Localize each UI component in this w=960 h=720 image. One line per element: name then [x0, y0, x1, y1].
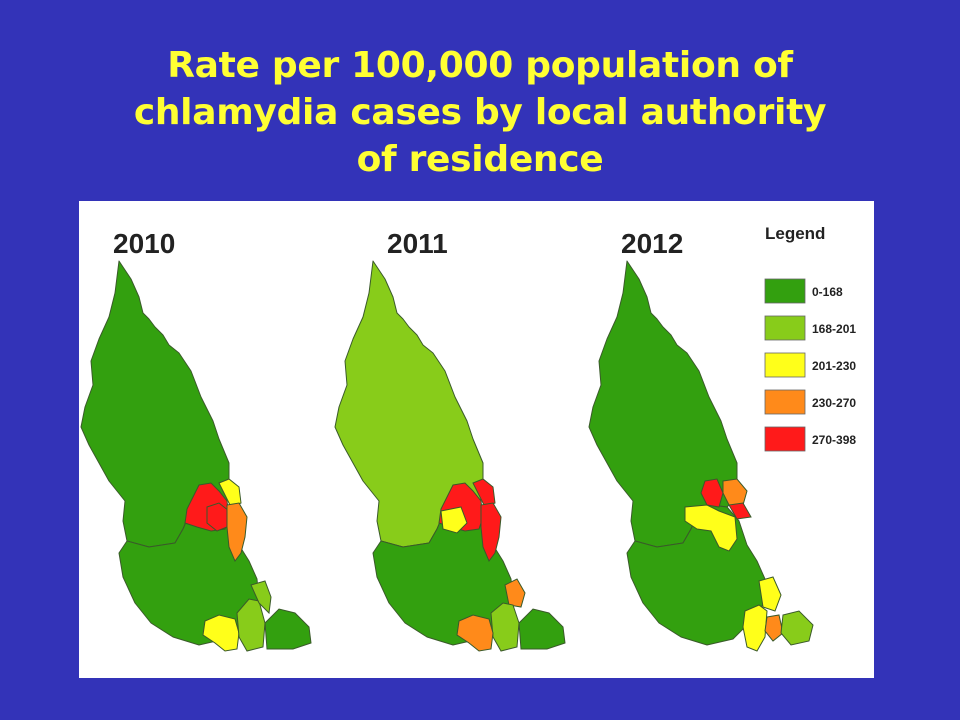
legend-swatch [764, 315, 806, 341]
region-central-b [722, 478, 748, 506]
region-south-east-c [250, 580, 272, 615]
region-south-east-d [780, 610, 814, 646]
region-south-east-d [518, 608, 566, 650]
region-central-d [226, 502, 248, 562]
legend-label: 201-230 [812, 359, 856, 373]
region-south-east-a [504, 578, 526, 608]
region-central-d [480, 502, 502, 562]
region-central-a [700, 478, 724, 508]
legend-label: 230-270 [812, 396, 856, 410]
legend-label: 270-398 [812, 433, 856, 447]
title-line-1: Rate per 100,000 population of [167, 45, 793, 86]
legend-swatch [764, 278, 806, 304]
legend-swatch [764, 389, 806, 415]
region-south-east-b [236, 598, 266, 652]
legend-label: 0-168 [812, 285, 843, 299]
map-year-label: 2010 [113, 228, 175, 259]
region-central-d [728, 502, 752, 520]
maps-panel: 2010 2011 2012 [79, 201, 874, 678]
map-year-label: 2012 [621, 228, 683, 259]
title-line-2: chlamydia cases by local authority [133, 92, 827, 133]
region-south-east-c [456, 614, 494, 652]
region-central-b [218, 478, 242, 508]
map-year-label: 2011 [387, 228, 448, 259]
legend-title: Legend [765, 224, 825, 243]
map-2012: 2012 [588, 228, 814, 652]
region-central-c [440, 506, 468, 534]
region-central-c [684, 504, 738, 552]
legend-swatch [764, 426, 806, 452]
map-2011: 2011 [334, 228, 566, 652]
maps-svg: 2010 2011 2012 [80, 224, 856, 652]
region-south-east-a [202, 614, 240, 652]
legend-swatch [764, 352, 806, 378]
legend-label: 168-201 [812, 322, 856, 336]
region-central-b [472, 478, 496, 508]
region-south-east-b [742, 604, 768, 652]
region-south-east-c [764, 614, 784, 642]
region-south-east-d [264, 608, 312, 650]
map-2010: 2010 [80, 228, 312, 652]
region-south-east-a [758, 576, 782, 612]
slide-title: Rate per 100,000 population of chlamydia… [0, 42, 960, 183]
legend: Legend 0-168 168-201 201-230 230-270 270-398 [764, 224, 856, 452]
region-south-east-b [490, 602, 520, 652]
title-line-3: of residence [356, 139, 604, 180]
